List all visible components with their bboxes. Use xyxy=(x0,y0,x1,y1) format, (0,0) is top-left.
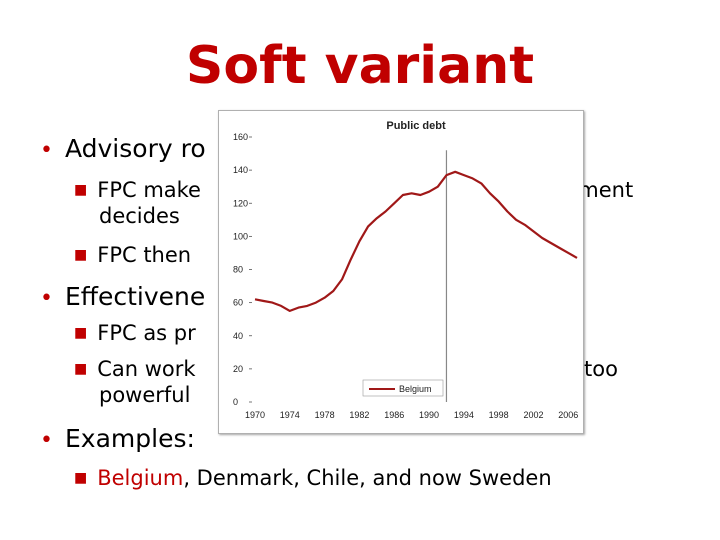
chart-svg: Public debt 0 20 40 60 80 100 120 140 160 1970 1974… xyxy=(233,120,578,420)
x-tick-label: 1982 xyxy=(349,410,369,420)
y-tick-label: 20 xyxy=(233,364,243,374)
y-tick-label: 160 xyxy=(233,132,248,142)
y-tick-label: 120 xyxy=(233,198,248,208)
sub-bullet-fpc-then: ■ FPC then xyxy=(74,243,191,268)
sub-bullet-fpc-make: ■ FPC make xyxy=(74,178,201,203)
legend-label: Belgium xyxy=(399,384,432,394)
x-tick-label: 1970 xyxy=(245,410,265,420)
sub-bullet-text: Can work xyxy=(97,357,196,381)
example-belgium: Belgium xyxy=(97,466,184,490)
y-tick-label: 100 xyxy=(233,231,248,241)
x-tick-label: 1986 xyxy=(384,410,404,420)
bullet-dot-icon: • xyxy=(40,138,53,163)
x-tick-label: 2002 xyxy=(523,410,543,420)
square-bullet-icon: ■ xyxy=(74,361,88,377)
sub-bullet-line2: decides xyxy=(99,204,180,228)
square-bullet-icon: ■ xyxy=(74,470,88,486)
sub-bullet-continuation: too xyxy=(584,357,618,381)
bullet-text: Examples: xyxy=(64,424,195,453)
x-tick-label: 1974 xyxy=(280,410,300,420)
bullet-text: Effectivene xyxy=(64,282,206,311)
example-rest: , Denmark, Chile, and now Sweden xyxy=(183,466,552,490)
sub-bullet-examples-list: ■ Belgium, Denmark, Chile, and now Sweden xyxy=(74,466,552,491)
series-line-belgium xyxy=(254,170,578,312)
y-tick-label: 0 xyxy=(233,397,238,407)
bullet-advisory: • Advisory ro xyxy=(40,134,206,163)
slide-title: Soft variant xyxy=(185,36,535,96)
y-tick-label: 60 xyxy=(233,298,243,308)
y-tick-label: 80 xyxy=(233,265,243,275)
square-bullet-icon: ■ xyxy=(74,182,88,198)
sub-bullet-line2: powerful xyxy=(99,383,191,407)
sub-bullet-text: FPC as pr xyxy=(97,321,196,345)
bullet-dot-icon: • xyxy=(40,428,53,453)
sub-bullet-text: FPC then xyxy=(97,243,192,267)
square-bullet-icon: ■ xyxy=(74,325,88,341)
x-tick-label: 1994 xyxy=(454,410,474,420)
bullet-examples: • Examples: xyxy=(40,424,195,453)
x-tick-label: 2006 xyxy=(558,410,578,420)
sub-bullet-text: FPC make xyxy=(97,178,201,202)
legend-box xyxy=(362,379,444,397)
bullet-dot-icon: • xyxy=(40,286,53,311)
x-tick-label: 1978 xyxy=(315,410,335,420)
y-tick-label: 40 xyxy=(233,331,243,341)
bullet-effectiveness: • Effectivene xyxy=(40,282,205,311)
chart-title: Public debt xyxy=(386,120,446,132)
x-tick-label: 1998 xyxy=(489,410,509,420)
public-debt-chart: Public debt 0 20 40 60 80 100 120 140 160 1970 1974… xyxy=(218,110,584,434)
x-tick-label: 1990 xyxy=(419,410,439,420)
sub-bullet-fpc-as: ■ FPC as pr xyxy=(74,321,196,346)
y-tick-label: 140 xyxy=(233,165,248,175)
bullet-text: Advisory ro xyxy=(64,134,206,163)
sub-bullet-can-work: ■ Can work xyxy=(74,357,196,382)
square-bullet-icon: ■ xyxy=(74,247,88,263)
